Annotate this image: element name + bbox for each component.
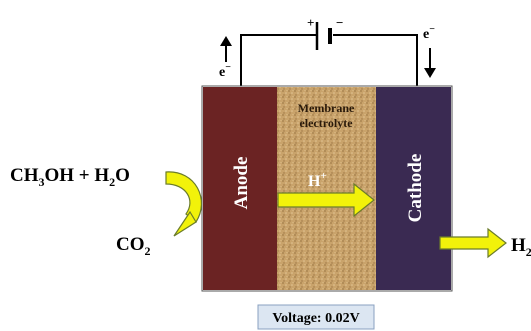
battery: + − <box>307 15 343 50</box>
cathode <box>376 87 451 290</box>
anode <box>203 87 277 290</box>
h2-label: H2 <box>511 235 531 259</box>
anode-label: Anode <box>231 157 252 210</box>
right-electron-arrow <box>424 48 436 78</box>
membrane-label-line1: Membrane <box>298 101 355 115</box>
left-electron-arrow <box>220 36 232 62</box>
battery-minus-sign: − <box>336 15 343 30</box>
external-circuit <box>240 34 418 86</box>
battery-plus-sign: + <box>307 15 314 30</box>
left-wire <box>240 34 316 86</box>
reactants-label: CH3OH + H2O <box>10 165 130 189</box>
right-electron-label: e− <box>423 24 435 42</box>
membrane-label-line2: electrolyte <box>299 116 353 130</box>
cell-outline <box>201 85 453 292</box>
voltage-box <box>257 304 375 330</box>
proton-arrow <box>277 182 375 218</box>
h2-output-arrow <box>439 227 507 259</box>
right-wire <box>333 34 418 86</box>
voltage-readout: Voltage: 0.02V <box>272 311 359 326</box>
cathode-label: Cathode <box>405 154 426 223</box>
co2-label: CO2 <box>116 234 151 258</box>
left-electron-label: e− <box>219 62 231 80</box>
proton-label: H+ <box>308 170 327 190</box>
anode-reaction-arrow <box>165 171 202 237</box>
